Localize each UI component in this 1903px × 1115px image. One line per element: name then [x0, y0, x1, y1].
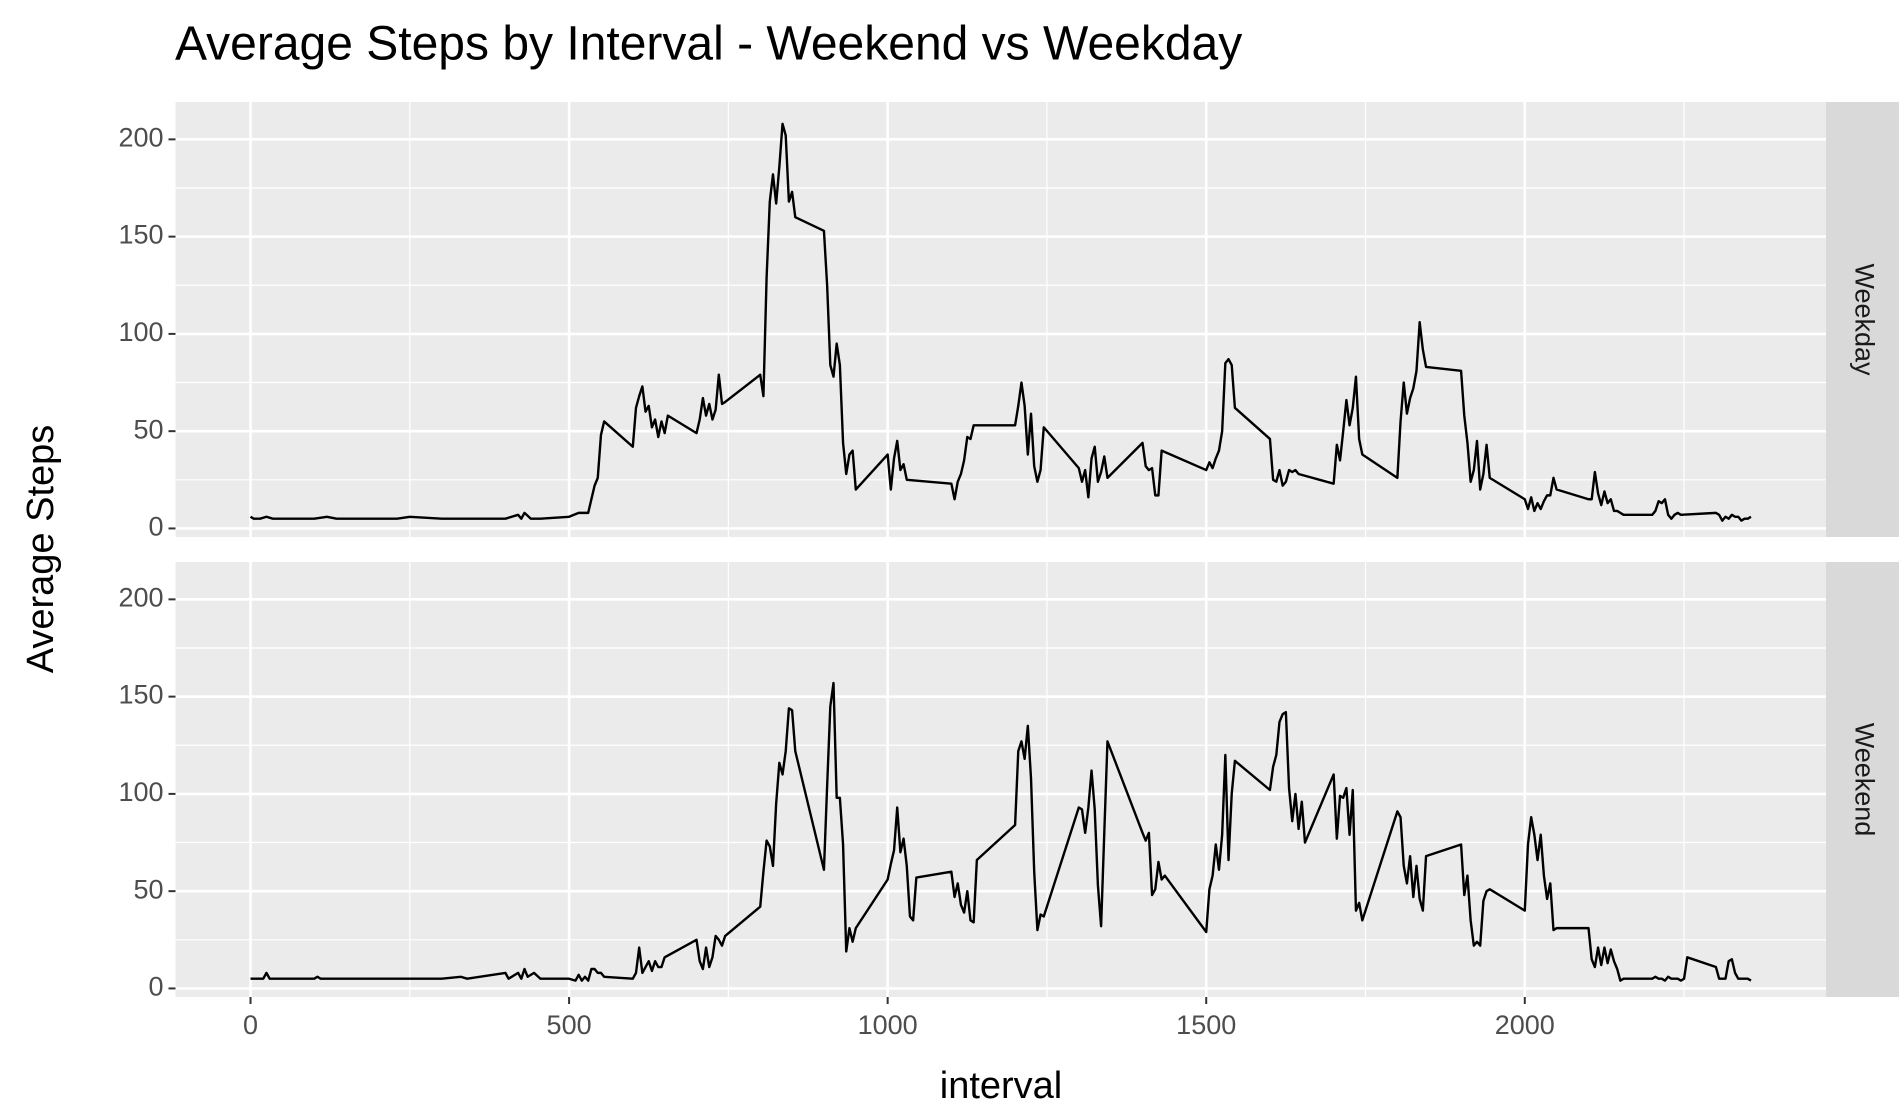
- y-tick-label: 200: [118, 582, 163, 612]
- x-tick-label: 1000: [858, 1010, 918, 1040]
- y-tick-label: 150: [118, 680, 163, 710]
- x-tick-label: 0: [243, 1010, 258, 1040]
- x-tick-label: 2000: [1495, 1010, 1555, 1040]
- facet-strip: [1826, 562, 1899, 997]
- y-tick-label: 100: [118, 317, 163, 347]
- x-tick-label: 500: [547, 1010, 592, 1040]
- data-line: [250, 681, 1752, 982]
- facet-label: Weekday: [1849, 263, 1879, 376]
- data-line: [249, 122, 1752, 522]
- x-tick-label: 1500: [1176, 1010, 1236, 1040]
- y-tick-label: 0: [148, 512, 163, 542]
- x-axis-label: interval: [940, 1065, 1063, 1107]
- y-tick-label: 150: [118, 220, 163, 250]
- y-tick-label: 100: [118, 777, 163, 807]
- y-tick-label: 50: [133, 414, 163, 444]
- y-tick-label: 50: [133, 874, 163, 904]
- panel-background: [175, 562, 1826, 997]
- y-tick-label: 200: [118, 122, 163, 152]
- y-tick-label: 0: [148, 972, 163, 1002]
- panel-background: [175, 102, 1826, 537]
- facet-strip: [1826, 102, 1899, 537]
- facet-label: Weekend: [1849, 723, 1879, 837]
- chart-title: Average Steps by Interval - Weekend vs W…: [175, 18, 1242, 71]
- y-axis-label: Average Steps: [20, 425, 62, 674]
